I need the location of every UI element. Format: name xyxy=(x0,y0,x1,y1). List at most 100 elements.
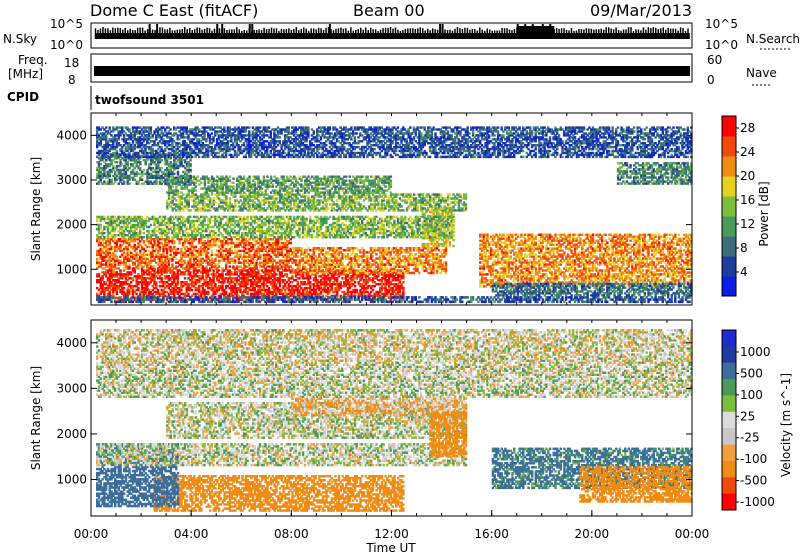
nsky-sample xyxy=(496,31,498,33)
nsky-sample xyxy=(395,28,397,33)
nsky-sample xyxy=(142,28,144,33)
nsky-sample xyxy=(682,28,684,33)
nsky-sample xyxy=(174,30,176,33)
nsky-sample xyxy=(677,31,679,33)
nsky-sample xyxy=(645,30,647,33)
nsky-sample xyxy=(630,27,632,33)
nsky-sample xyxy=(667,28,669,33)
nsky-sample xyxy=(189,28,191,33)
nsky-sample xyxy=(422,28,424,33)
nsky-sample xyxy=(429,30,431,33)
nsky-sample xyxy=(628,27,630,33)
nsky-sample xyxy=(315,29,317,33)
nsky-sample xyxy=(653,27,655,33)
nsky-sample xyxy=(556,28,558,33)
nsky-sample xyxy=(219,28,221,33)
nave-label: Nave xyxy=(746,66,777,80)
plot-canvas: N.Sky 10^5 10^0 10^5 10^0 N.Search Freq.… xyxy=(0,0,800,554)
nsky-sample xyxy=(675,29,677,33)
nsky-sample xyxy=(134,30,136,33)
nsky-sample xyxy=(129,29,131,33)
nsky-sample xyxy=(662,27,664,33)
nsky-sample xyxy=(685,31,687,33)
nsky-sample xyxy=(568,30,570,33)
freq-tick-top: 18 xyxy=(64,56,79,70)
nsky-spike xyxy=(442,24,444,36)
cpid-value: twofsound 3501 xyxy=(95,93,204,107)
nsky-sample xyxy=(499,31,501,33)
nsky-sample xyxy=(462,29,464,33)
nsky-sample xyxy=(665,30,667,33)
nsky-sample xyxy=(261,30,263,33)
power-cell-band-0 xyxy=(184,277,186,279)
nsky-sample xyxy=(452,31,454,33)
nsky-sample xyxy=(687,28,689,33)
power-cell-band-0 xyxy=(155,281,157,283)
freq-tick-bottom: 8 xyxy=(68,73,76,87)
nsky-sample xyxy=(177,30,179,33)
nsky-sample xyxy=(278,31,280,33)
nsky-sample xyxy=(348,31,350,33)
cpid-label: CPID xyxy=(7,90,39,104)
nsky-sample xyxy=(576,30,578,33)
nsky-sample xyxy=(345,28,347,33)
nsky-sample xyxy=(504,28,506,33)
nsky-sample xyxy=(412,28,414,33)
nsky-sample xyxy=(100,28,102,33)
nsky-sample xyxy=(139,28,141,33)
nsky-sample xyxy=(320,28,322,33)
freq-label: Freq. xyxy=(18,53,48,67)
nsky-sample xyxy=(239,29,241,33)
nsky-sample xyxy=(625,29,627,33)
nsky-spike xyxy=(221,24,223,36)
freq-unit-label: [MHz] xyxy=(8,67,43,81)
nsky-sample xyxy=(112,27,114,33)
nsky-sample xyxy=(144,31,146,33)
nsky-sample xyxy=(588,28,590,33)
nsky-sample xyxy=(583,30,585,33)
nsky-sample xyxy=(491,31,493,33)
nsky-sample xyxy=(107,28,109,33)
nsky-tick-top: 10^5 xyxy=(50,17,83,31)
nsky-sample xyxy=(184,27,186,33)
nsky-sample xyxy=(186,29,188,33)
nsky-sample xyxy=(253,30,255,33)
nsky-sample xyxy=(211,31,213,33)
nsky-sample xyxy=(268,29,270,33)
nsky-sample xyxy=(444,29,446,33)
nsky-sample xyxy=(244,30,246,33)
nsky-sample xyxy=(358,29,360,33)
nsky-sample xyxy=(182,29,184,33)
nsky-sample xyxy=(286,29,288,33)
nsky-sample xyxy=(479,27,481,33)
nsky-sample xyxy=(370,28,372,33)
nsky-sample xyxy=(459,28,461,33)
nsky-sample xyxy=(325,28,327,33)
nsky-sample xyxy=(618,30,620,33)
nsky-sample xyxy=(303,27,305,33)
nsky-sample xyxy=(437,30,439,33)
power-cell-band-0 xyxy=(98,273,100,275)
nsky-sample xyxy=(375,29,377,33)
power-cell-band-0 xyxy=(123,287,125,289)
nsky-sample xyxy=(573,31,575,33)
nsky-sample xyxy=(97,30,99,33)
nsky-sample xyxy=(256,30,257,33)
nave-tick-top: 60 xyxy=(707,53,722,67)
nsky-sample xyxy=(623,29,625,33)
nsky-sample xyxy=(680,27,682,33)
nsky-sample xyxy=(380,30,382,33)
nsky-sample xyxy=(643,27,645,33)
nsky-panel: N.Sky 10^5 10^0 10^5 10^0 N.Search xyxy=(3,17,800,52)
nsky-sample xyxy=(501,28,503,33)
nsky-spike xyxy=(216,24,218,36)
nsky-sample xyxy=(600,29,602,33)
nsky-label: N.Sky xyxy=(3,32,37,46)
nsky-sample xyxy=(127,30,129,33)
nsky-sample xyxy=(246,30,248,33)
nsky-sample xyxy=(323,30,325,33)
nsky-sample xyxy=(658,29,660,33)
nsky-sample xyxy=(310,28,312,33)
nsky-sample xyxy=(117,28,119,33)
nsky-sample xyxy=(610,29,612,33)
